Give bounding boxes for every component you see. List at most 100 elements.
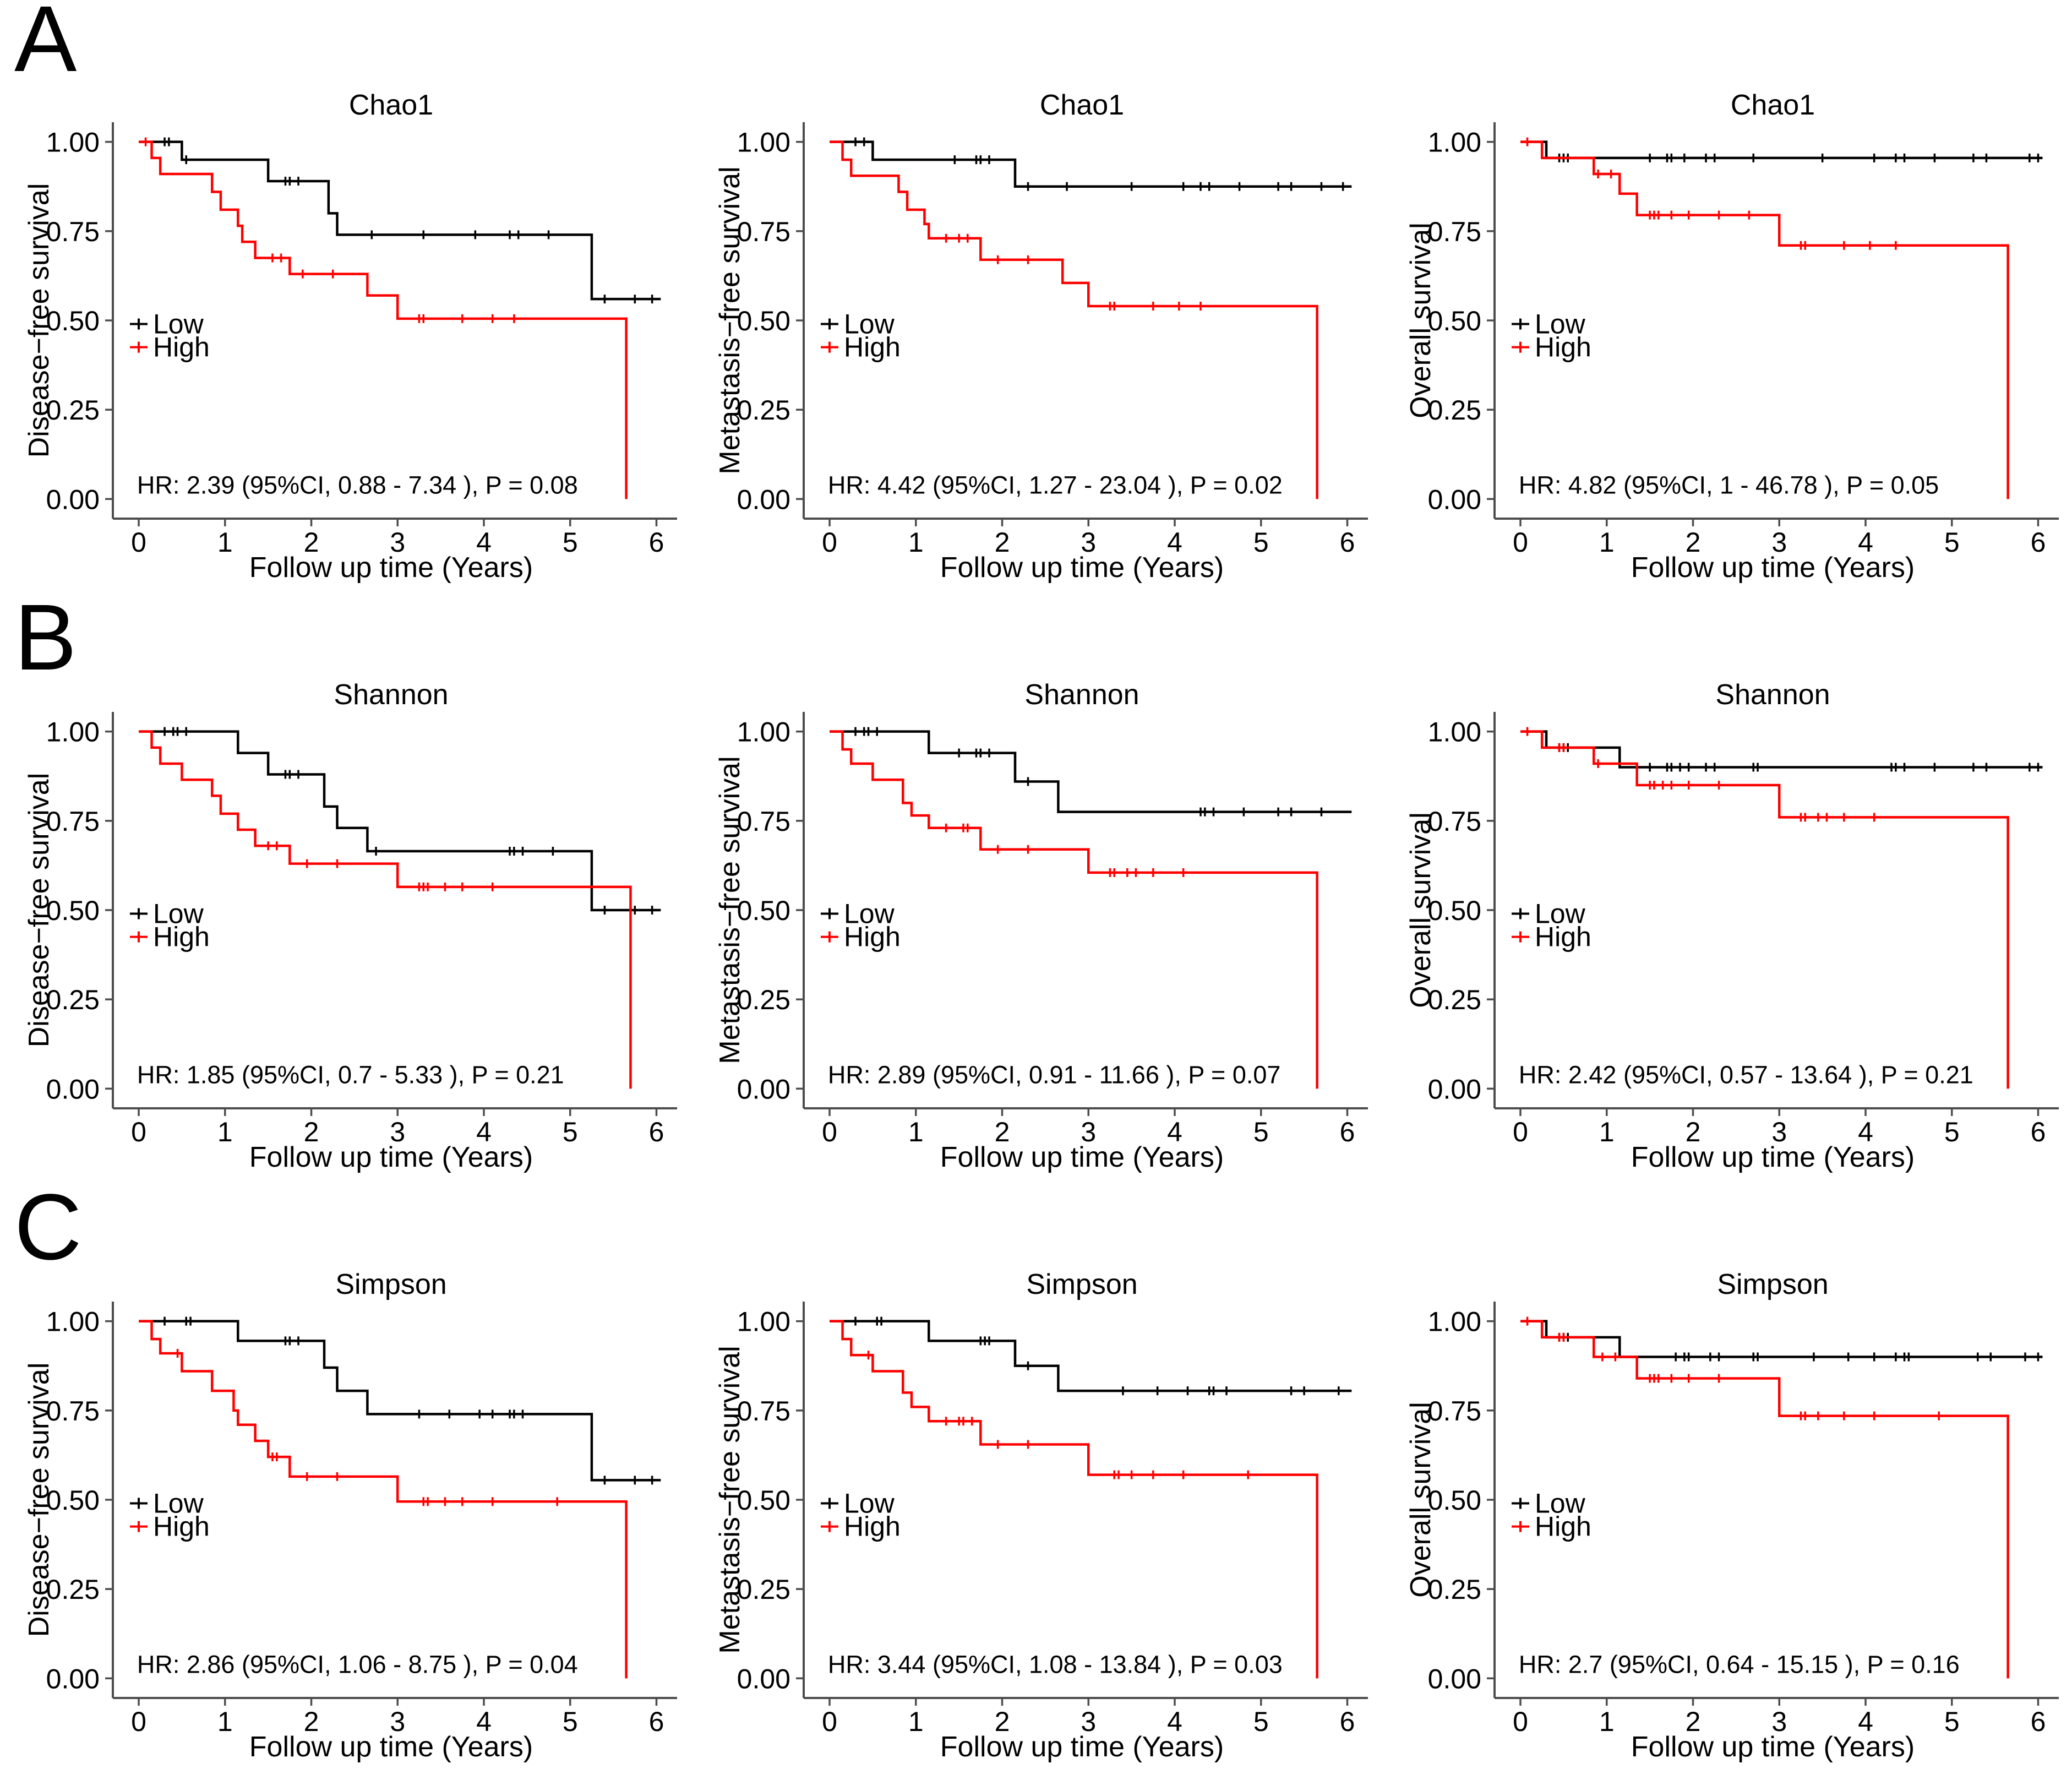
censor-mark: [1982, 153, 1991, 162]
censor-mark: [1334, 1386, 1343, 1396]
x-tick-label: 2: [304, 1117, 319, 1147]
legend-label-low: Low: [844, 898, 895, 929]
y-axis-title: Overall survival: [1405, 222, 1437, 418]
y-tick-label: 0.50: [737, 895, 790, 926]
censor-mark: [1023, 1440, 1033, 1449]
x-tick-label: 6: [2031, 527, 2046, 558]
censor-mark: [1818, 153, 1827, 162]
censor-mark: [285, 770, 295, 779]
x-tick-label: 2: [304, 527, 319, 558]
y-axis-title: Metastasis−free survival: [714, 166, 746, 474]
high-series: [139, 137, 628, 499]
censor-mark: [950, 155, 959, 165]
censor-mark: [941, 823, 951, 832]
censor-mark: [1869, 153, 1879, 162]
panel-label-a: A: [14, 0, 77, 91]
x-tick-label: 4: [1858, 1117, 1873, 1147]
censor-mark: [186, 1316, 195, 1326]
censor-mark: [1645, 763, 1655, 772]
tick-marks: [1487, 1320, 2040, 1706]
censor-mark: [647, 295, 657, 304]
censor-mark: [1274, 182, 1283, 191]
x-tick-label: 3: [390, 1706, 405, 1737]
censor-mark: [457, 314, 467, 323]
hr-annotation: HR: 1.85 (95%CI, 0.7 - 5.33 ), P = 0.21: [137, 1061, 564, 1089]
legend-label-low: Low: [153, 308, 204, 339]
censor-mark: [1235, 182, 1244, 191]
censor-mark: [509, 314, 519, 323]
censor-mark: [1062, 182, 1072, 191]
censor-mark: [1904, 1352, 1913, 1362]
censor-mark: [1753, 1352, 1763, 1362]
censor-mark: [1209, 1386, 1218, 1396]
x-tick-label: 6: [1340, 1706, 1355, 1737]
x-tick-label: 5: [1944, 1117, 1960, 1147]
low-curve: [1520, 140, 2043, 160]
x-tick-label: 3: [1081, 1706, 1096, 1737]
censor-mark: [1969, 153, 1978, 162]
x-tick-label: 2: [995, 527, 1010, 558]
plot-title: Chao1: [349, 89, 433, 121]
censor-mark: [1684, 1352, 1693, 1362]
high-censor-marks: [941, 233, 1206, 311]
censor-mark: [976, 748, 985, 758]
km-plot-c-os: Simpson 0.00 0.25 0.50 0.75 1.00 0 1 2 3 4 5 6 Follow…: [1405, 1269, 2059, 1763]
panel-label-b: B: [14, 585, 77, 690]
censor-mark: [630, 295, 640, 304]
censor-mark: [160, 727, 170, 736]
plot-title: Shannon: [334, 679, 448, 711]
censor-mark: [864, 727, 873, 736]
x-axis-title: Follow up time (Years): [249, 552, 533, 584]
censor-mark: [1179, 868, 1188, 877]
legend-label-low: Low: [153, 1488, 204, 1518]
y-tick-label: 0.75: [737, 1396, 790, 1427]
censor-mark: [1714, 210, 1724, 220]
censor-mark: [1865, 241, 1874, 250]
x-tick-label: 6: [649, 1117, 664, 1147]
censor-mark: [2020, 1352, 2030, 1362]
censor-mark: [1710, 763, 1719, 772]
censor-mark: [445, 1409, 454, 1419]
censor-mark: [1982, 763, 1991, 772]
legend-key-low: [130, 908, 148, 919]
censor-mark: [1023, 255, 1033, 264]
y-tick-label: 1.00: [737, 1307, 790, 1337]
tick-marks: [796, 140, 1349, 526]
censor-mark: [285, 177, 295, 186]
censor-mark: [859, 137, 869, 146]
censor-mark: [1649, 780, 1659, 790]
y-tick-label: 1.00: [737, 127, 790, 158]
legend-key-low: [130, 318, 148, 330]
censor-mark: [1714, 780, 1724, 790]
censor-mark: [2033, 763, 2043, 772]
censor-mark: [1900, 153, 1909, 162]
censor-mark: [553, 1497, 562, 1506]
censor-mark: [276, 253, 286, 263]
y-axis-title: Overall survival: [1405, 812, 1437, 1008]
censor-mark: [1286, 807, 1296, 817]
censor-mark: [2033, 153, 2043, 162]
low-series: [1520, 1320, 2043, 1362]
censor-mark: [1183, 1386, 1192, 1396]
y-tick-label: 0.25: [737, 1574, 790, 1605]
censor-mark: [1710, 153, 1719, 162]
x-tick-label: 3: [390, 527, 405, 558]
plot-title: Simpson: [1717, 1269, 1828, 1300]
censor-mark: [1153, 1386, 1162, 1396]
legend-key-high: [1512, 341, 1529, 353]
legend-label-high: High: [1535, 922, 1591, 952]
plot-title: Shannon: [1024, 679, 1139, 711]
high-series: [1520, 727, 2009, 1089]
x-tick-label: 0: [822, 527, 837, 558]
plot-title: Simpson: [1026, 1269, 1137, 1300]
low-censor-marks: [851, 727, 1326, 817]
low-curve: [830, 1320, 1352, 1392]
y-tick-label: 0.50: [737, 1485, 790, 1516]
censor-mark: [1200, 807, 1209, 817]
x-tick-label: 1: [908, 527, 924, 558]
censor-mark: [600, 906, 609, 915]
km-plot-c-mfs: Simpson 0.00 0.25 0.50 0.75 1.00 0 1 2 3 4 5 6 Follow…: [714, 1269, 1368, 1763]
low-censor-marks: [851, 137, 1348, 191]
low-curve: [139, 730, 661, 912]
